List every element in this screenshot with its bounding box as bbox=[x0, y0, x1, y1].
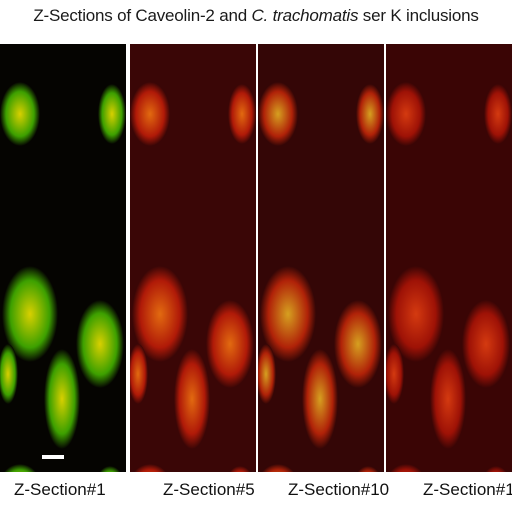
panel-label-10: Z-Section#10 bbox=[288, 480, 390, 499]
scale-bar bbox=[42, 455, 64, 459]
cell-inclusion bbox=[98, 84, 126, 144]
cell-inclusion bbox=[0, 82, 40, 146]
cell-inclusion bbox=[130, 82, 170, 146]
cell-inclusion bbox=[174, 349, 210, 449]
panel-label-5: Z-Section#5 bbox=[163, 480, 255, 499]
z-section-panel-18 bbox=[386, 44, 512, 472]
cell-inclusion bbox=[302, 349, 338, 449]
cell-inclusion bbox=[462, 300, 510, 388]
figure-title: Z-Sections of Caveolin-2 and C. trachoma… bbox=[0, 6, 512, 26]
cell-inclusion bbox=[390, 464, 422, 472]
cell-inclusion bbox=[334, 300, 382, 388]
title-italic: C. trachomatis bbox=[251, 6, 359, 25]
cell-inclusion bbox=[386, 82, 426, 146]
cell-inclusion bbox=[132, 266, 188, 362]
cell-inclusion bbox=[0, 344, 18, 404]
micrograph-5 bbox=[130, 44, 256, 472]
cell-inclusion bbox=[388, 266, 444, 362]
cell-inclusion bbox=[228, 84, 256, 144]
cell-inclusion bbox=[44, 349, 80, 449]
cell-inclusion bbox=[258, 344, 276, 404]
cell-inclusion bbox=[356, 84, 384, 144]
cell-inclusion bbox=[99, 466, 121, 472]
cell-inclusion bbox=[260, 266, 316, 362]
cell-inclusion bbox=[4, 464, 36, 472]
cell-inclusion bbox=[134, 464, 166, 472]
cell-inclusion bbox=[485, 466, 507, 472]
cell-inclusion bbox=[229, 466, 251, 472]
cell-inclusion bbox=[262, 464, 294, 472]
title-suffix: ser K inclusions bbox=[358, 6, 479, 25]
micrograph-18 bbox=[386, 44, 512, 472]
cell-inclusion bbox=[484, 84, 512, 144]
z-section-panel-5 bbox=[130, 44, 256, 472]
cell-inclusion bbox=[76, 300, 124, 388]
cell-inclusion bbox=[2, 266, 58, 362]
cell-inclusion bbox=[130, 344, 148, 404]
cell-inclusion bbox=[258, 82, 298, 146]
title-prefix: Z-Sections of Caveolin-2 and bbox=[33, 6, 252, 25]
z-section-panel-1 bbox=[0, 44, 126, 472]
micrograph-1 bbox=[0, 44, 126, 472]
z-section-panel-10 bbox=[258, 44, 384, 472]
cell-inclusion bbox=[206, 300, 254, 388]
panel-label-1: Z-Section#1 bbox=[14, 480, 106, 499]
cell-inclusion bbox=[357, 466, 379, 472]
micrograph-10 bbox=[258, 44, 384, 472]
cell-inclusion bbox=[386, 344, 404, 404]
panel-label-18: Z-Section#18 bbox=[423, 480, 512, 499]
cell-inclusion bbox=[430, 349, 466, 449]
